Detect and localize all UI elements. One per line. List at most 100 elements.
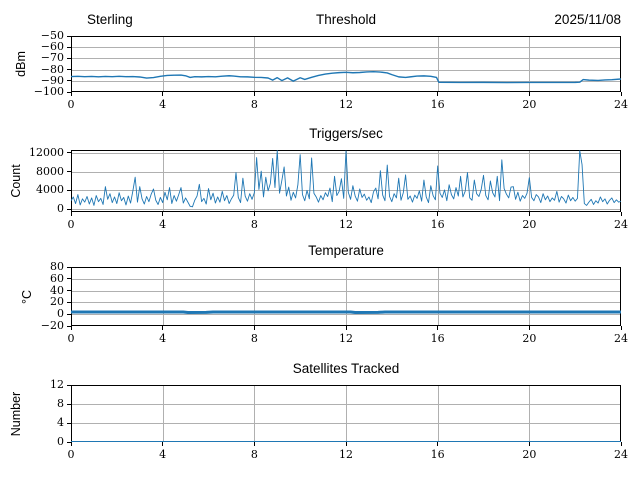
- x-tick-mark: [162, 326, 164, 330]
- y-tick-label: −80: [40, 62, 64, 76]
- ylabel-number: Number: [9, 391, 23, 436]
- x-tick-mark: [253, 212, 255, 216]
- threshold-axes: [71, 36, 621, 92]
- x-tick-label: 8: [250, 218, 258, 231]
- y-tick-label: −60: [40, 40, 64, 54]
- threshold-title: Threshold: [315, 12, 377, 27]
- x-tick-mark: [528, 442, 530, 446]
- x-tick-mark: [528, 92, 530, 96]
- y-tick-label: −90: [40, 73, 64, 87]
- y-tick-mark: [67, 91, 71, 93]
- x-tick-mark: [70, 442, 72, 446]
- y-tick-label: 4000: [36, 183, 64, 197]
- y-tick-label: 8000: [36, 164, 64, 178]
- x-tick-mark: [162, 212, 164, 216]
- x-tick-label: 4: [159, 448, 167, 461]
- station-name-title: Sterling: [87, 12, 133, 27]
- x-tick-label: 24: [614, 332, 628, 345]
- x-tick-label: 20: [522, 332, 537, 345]
- subplot-satellites: Satellites Tracked Number 0 4 8 12 16 20 24 0 4 8…: [9, 361, 628, 461]
- y-tick-mark: [67, 325, 71, 327]
- x-tick-mark: [620, 442, 622, 446]
- x-tick-mark: [253, 442, 255, 446]
- axes-spines: [71, 267, 621, 326]
- x-tick-label: 8: [250, 332, 258, 345]
- satellites-title: Satellites Tracked: [292, 361, 400, 376]
- satellites-axes: [71, 385, 621, 442]
- y-tick-label: 4: [57, 416, 64, 429]
- data-line-series: [71, 310, 621, 315]
- y-tick-mark: [67, 35, 71, 37]
- x-tick-mark: [437, 92, 439, 96]
- x-tick-mark: [70, 92, 72, 96]
- y-tick-label: 60: [50, 271, 64, 285]
- x-tick-mark: [345, 442, 347, 446]
- x-tick-label: 0: [67, 332, 75, 345]
- y-tick-mark: [67, 189, 71, 191]
- y-tick-mark: [67, 266, 71, 268]
- ylabel-count: Count: [9, 164, 23, 198]
- y-tick-mark: [67, 278, 71, 280]
- x-tick-mark: [253, 92, 255, 96]
- axes-spines: [71, 36, 621, 92]
- x-tick-label: 0: [67, 448, 75, 461]
- y-tick-label: 8: [57, 397, 64, 410]
- y-tick-mark: [67, 69, 71, 71]
- x-tick-label: 24: [614, 98, 628, 111]
- x-tick-label: 16: [430, 332, 445, 345]
- x-tick-mark: [528, 326, 530, 330]
- temperature-title: Temperature: [308, 243, 384, 258]
- y-tick-label: −70: [40, 51, 64, 65]
- y-tick-mark: [67, 384, 71, 386]
- plot-canvas: [71, 267, 621, 326]
- y-tick-mark: [67, 171, 71, 173]
- y-tick-label: 0: [57, 202, 64, 216]
- x-tick-mark: [162, 442, 164, 446]
- x-tick-label: 16: [430, 218, 445, 231]
- y-tick-label: 12000: [29, 145, 64, 159]
- x-tick-label: 20: [522, 98, 537, 111]
- temperature-axes: [71, 267, 621, 326]
- x-tick-label: 24: [614, 218, 628, 231]
- y-tick-mark: [67, 301, 71, 303]
- y-tick-label: −100: [33, 85, 64, 98]
- x-tick-label: 8: [250, 98, 258, 111]
- x-tick-mark: [70, 212, 72, 216]
- x-tick-label: 8: [250, 448, 258, 461]
- date-label: 2025/11/08: [554, 12, 621, 27]
- x-tick-label: 4: [159, 98, 167, 111]
- y-tick-mark: [67, 313, 71, 315]
- x-tick-label: 0: [67, 218, 75, 231]
- y-tick-mark: [67, 422, 71, 424]
- x-tick-mark: [620, 92, 622, 96]
- x-tick-mark: [253, 326, 255, 330]
- x-tick-label: 12: [339, 98, 353, 111]
- x-tick-mark: [437, 212, 439, 216]
- plot-canvas: [71, 36, 621, 92]
- x-tick-mark: [345, 326, 347, 330]
- plot-canvas: [71, 150, 621, 212]
- subplot-triggers: Triggers/sec Count 0 4 8 12 16 20 24 0 4000 8000 1…: [9, 126, 628, 231]
- y-tick-label: 12: [50, 378, 64, 391]
- y-tick-label: 20: [50, 295, 64, 309]
- y-tick-label: 0: [57, 307, 64, 321]
- x-tick-label: 4: [159, 332, 167, 345]
- y-tick-mark: [67, 46, 71, 48]
- y-tick-mark: [67, 290, 71, 292]
- subplot-threshold: Sterling Threshold 2025/11/08 dBm 0 4 8 12 1…: [14, 12, 628, 111]
- x-tick-label: 4: [159, 218, 167, 231]
- y-tick-mark: [67, 80, 71, 82]
- x-tick-label: 12: [339, 332, 353, 345]
- x-tick-mark: [345, 212, 347, 216]
- y-tick-mark: [67, 403, 71, 405]
- x-tick-mark: [528, 212, 530, 216]
- triggers-axes: [71, 150, 621, 212]
- x-tick-mark: [437, 442, 439, 446]
- x-tick-label: 12: [339, 218, 353, 231]
- x-tick-mark: [70, 326, 72, 330]
- x-tick-label: 16: [430, 98, 445, 111]
- plot-canvas: [71, 385, 621, 442]
- data-line-series: [71, 71, 621, 84]
- y-tick-label: −50: [40, 29, 64, 42]
- x-tick-label: 16: [430, 448, 445, 461]
